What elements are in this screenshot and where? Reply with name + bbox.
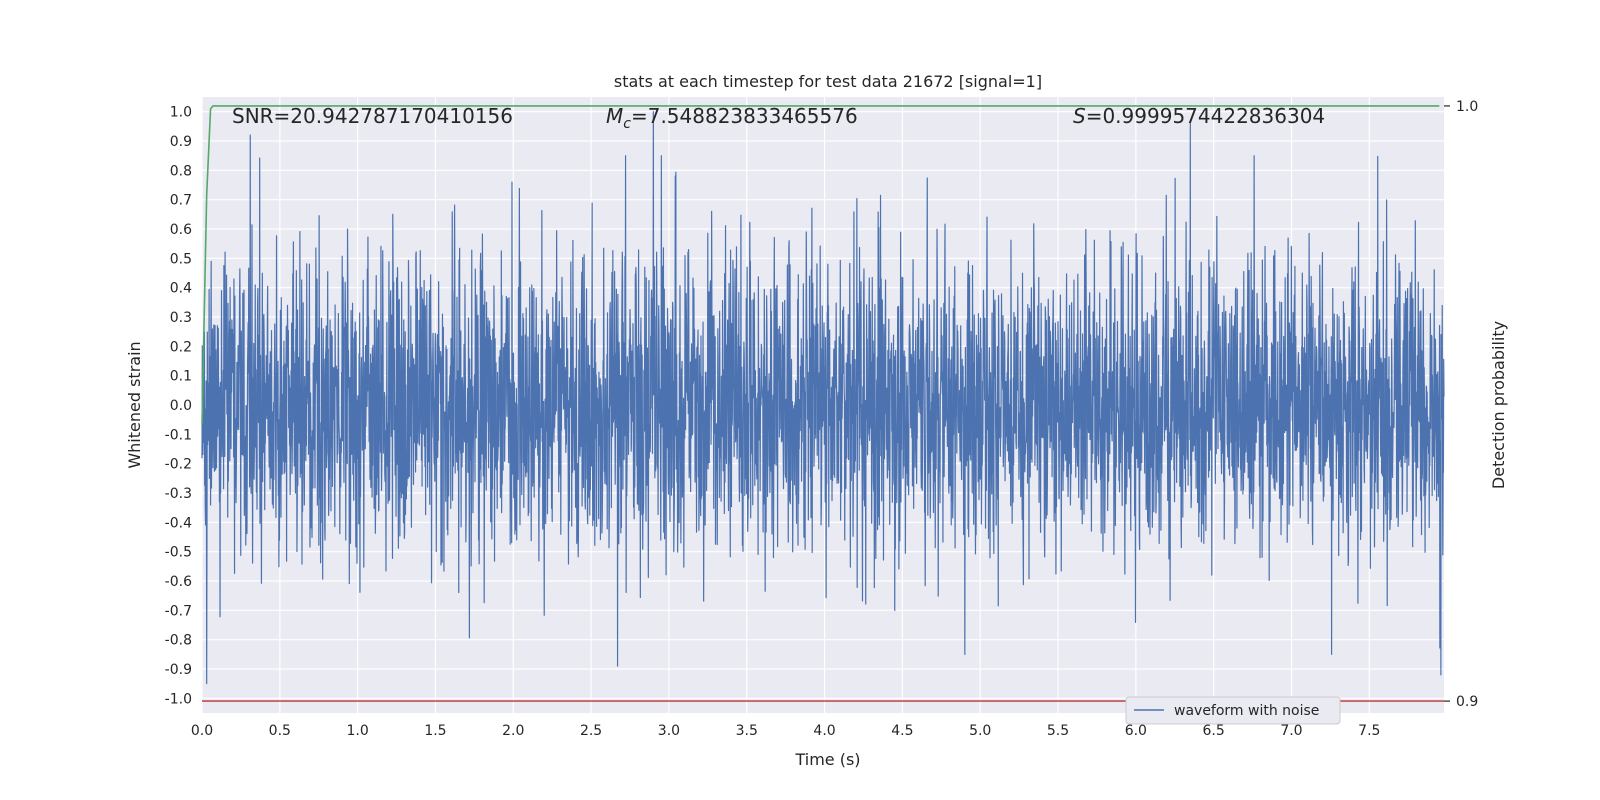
x-tick-label: 5.5 xyxy=(1047,723,1069,739)
y-tick-label: -1.0 xyxy=(165,691,192,707)
chirp-mass-subscript: c xyxy=(623,116,631,132)
score-value: =0.9999574422836304 xyxy=(1086,104,1325,128)
y-tick-label: 0.1 xyxy=(170,369,192,385)
x-tick-label: 7.0 xyxy=(1280,723,1302,739)
x-tick-label: 0.0 xyxy=(191,723,213,739)
y-tick-label: 0.2 xyxy=(170,339,192,355)
x-axis-label: Time (s) xyxy=(794,750,860,769)
x-tick-label: 4.5 xyxy=(891,723,913,739)
y-tick-label: -0.6 xyxy=(165,574,192,590)
snr-annotation: SNR=20.942787170410156 xyxy=(232,104,513,128)
legend-frame xyxy=(1125,696,1341,725)
y-tick-label: -0.1 xyxy=(165,427,192,443)
x-tick-label: 1.0 xyxy=(347,723,369,739)
x-tick-label: 2.5 xyxy=(580,723,602,739)
y-tick-label: 0.3 xyxy=(170,310,192,326)
chirp-mass-annotation: Mc=7.548823833465576 xyxy=(606,104,858,132)
x-tick-label: 4.0 xyxy=(813,723,835,739)
y2-tick-label: 1.0 xyxy=(1456,99,1478,115)
x-tick-label: 6.5 xyxy=(1203,723,1225,739)
ticks: 0.0 0.5 1.0 1.5 2.0 2.5 3.0 3.5 4.0 4.5 5.0 5.5 6.0 6… xyxy=(165,99,1479,739)
legend-entry-waveform: waveform with noise xyxy=(1174,703,1319,719)
y-tick-label: -0.7 xyxy=(165,603,192,619)
y-tick-label: -0.5 xyxy=(165,545,192,561)
x-tick-label: 3.5 xyxy=(736,723,758,739)
x-tick-label: 3.0 xyxy=(658,723,680,739)
chart-title: stats at each timestep for test data 216… xyxy=(614,72,1042,91)
y-tick-label: 0.4 xyxy=(170,281,192,297)
series-detection-probability xyxy=(201,105,1440,425)
score-annotation: S=0.9999574422836304 xyxy=(1073,104,1325,128)
y-tick-label: 0.7 xyxy=(170,193,192,209)
y-tick-label: -0.3 xyxy=(165,486,192,502)
x-tick-label: 5.0 xyxy=(969,723,991,739)
chirp-mass-symbol: M xyxy=(606,104,623,128)
x-tick-label: 2.0 xyxy=(502,723,524,739)
y-tick-label: 0.0 xyxy=(170,398,192,414)
series-waveform-with-noise xyxy=(201,111,1445,685)
y-tick-label: -0.4 xyxy=(165,515,192,531)
y-tick-label: 0.9 xyxy=(170,134,192,150)
y-tick-label: -0.8 xyxy=(165,633,192,649)
legend: waveform with noise xyxy=(1125,696,1341,725)
x-tick-label: 7.5 xyxy=(1358,723,1380,739)
y-tick-label: -0.2 xyxy=(165,457,192,473)
x-tick-label: 0.5 xyxy=(269,723,291,739)
y-axis-label: Whitened strain xyxy=(125,341,144,468)
chirp-mass-value: =7.548823833465576 xyxy=(631,104,858,128)
y2-axis-label: Detection probability xyxy=(1489,321,1508,489)
y2-tick-label: 0.9 xyxy=(1456,694,1478,710)
y-tick-label: 0.5 xyxy=(170,251,192,267)
y-tick-label: 0.6 xyxy=(170,222,192,238)
y-tick-label: 1.0 xyxy=(170,105,192,121)
y-tick-label: 0.8 xyxy=(170,163,192,179)
x-tick-label: 6.0 xyxy=(1125,723,1147,739)
score-symbol: S xyxy=(1073,104,1086,128)
x-tick-label: 1.5 xyxy=(424,723,446,739)
y-tick-label: -0.9 xyxy=(165,662,192,678)
